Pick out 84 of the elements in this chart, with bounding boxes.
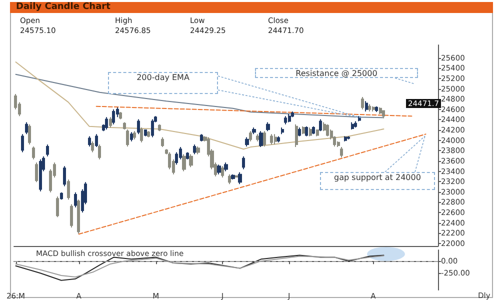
candlestick	[200, 134, 203, 142]
candlestick	[319, 118, 322, 132]
candlestick	[344, 136, 347, 142]
candlestick	[249, 130, 252, 142]
candlestick	[340, 146, 343, 158]
line-series	[15, 62, 384, 150]
candlestick	[235, 174, 238, 178]
candlestick	[98, 144, 101, 160]
candlestick	[196, 146, 200, 155]
candlestick	[266, 122, 270, 132]
candlestick	[25, 122, 28, 135]
candlestick	[56, 196, 59, 218]
candlestick	[126, 129, 129, 148]
candlestick	[245, 136, 249, 148]
candlestick	[274, 134, 277, 145]
candlestick	[323, 122, 326, 132]
candlestick	[288, 114, 291, 123]
candlestick	[379, 106, 382, 115]
candlestick	[95, 134, 98, 148]
candlestick	[88, 136, 91, 148]
candlestick	[144, 129, 147, 137]
candlestick	[186, 152, 189, 160]
candlestick	[375, 106, 378, 112]
candlestick	[119, 112, 122, 120]
candlestick	[193, 144, 196, 155]
candlestick	[284, 116, 287, 125]
candlestick	[361, 96, 364, 110]
candlestick	[147, 130, 150, 138]
candlestick	[130, 132, 133, 142]
candlestick	[221, 166, 224, 178]
candlestick	[252, 126, 256, 135]
candlestick	[312, 126, 315, 135]
candlestick	[112, 108, 115, 125]
candlestick	[91, 140, 94, 153]
candlestick	[231, 174, 235, 180]
candlestick	[281, 126, 284, 135]
candlestick	[368, 104, 371, 112]
candlestick	[309, 126, 312, 137]
candlestick	[70, 204, 73, 228]
candlestick	[365, 100, 368, 112]
candlestick	[189, 154, 193, 168]
candlestick	[109, 116, 112, 128]
candlestick	[77, 199, 80, 234]
candlestick	[35, 162, 38, 183]
candlestick	[32, 146, 35, 160]
candlestick	[298, 126, 301, 137]
candlestick	[224, 162, 228, 172]
candlestick	[277, 136, 280, 143]
candlestick	[67, 179, 70, 200]
candlestick	[382, 110, 385, 119]
candlestick	[354, 120, 357, 128]
candlestick	[182, 154, 186, 172]
candlestick	[351, 122, 354, 130]
candlestick	[256, 134, 259, 142]
candlestick	[238, 172, 242, 185]
candlestick	[21, 134, 24, 153]
candlestick	[140, 126, 143, 143]
candlestick	[137, 118, 140, 135]
candlestick	[158, 124, 161, 132]
candlestick	[161, 136, 164, 148]
candlestick	[326, 124, 329, 137]
candlestick	[305, 126, 308, 137]
candlestick	[242, 156, 245, 170]
candlestick	[151, 118, 154, 138]
candlestick	[105, 116, 108, 130]
candlestick	[270, 134, 273, 145]
candlestick	[263, 130, 266, 148]
candlestick	[295, 124, 298, 148]
candlestick	[63, 166, 66, 187]
candlestick	[60, 192, 63, 200]
candlestick	[28, 124, 31, 145]
candlestick	[74, 192, 77, 208]
candlestick	[259, 130, 263, 148]
candlestick	[372, 106, 375, 112]
candlestick	[123, 122, 126, 130]
candlestick	[228, 174, 231, 185]
candlestick	[302, 126, 305, 135]
candlestick	[347, 136, 350, 140]
chart-title: Daily Candle Chart	[10, 2, 493, 13]
candlestick	[316, 129, 319, 137]
candlestick	[133, 130, 136, 140]
candlestick	[46, 144, 49, 157]
candlestick	[39, 158, 42, 192]
candlestick	[217, 164, 221, 175]
